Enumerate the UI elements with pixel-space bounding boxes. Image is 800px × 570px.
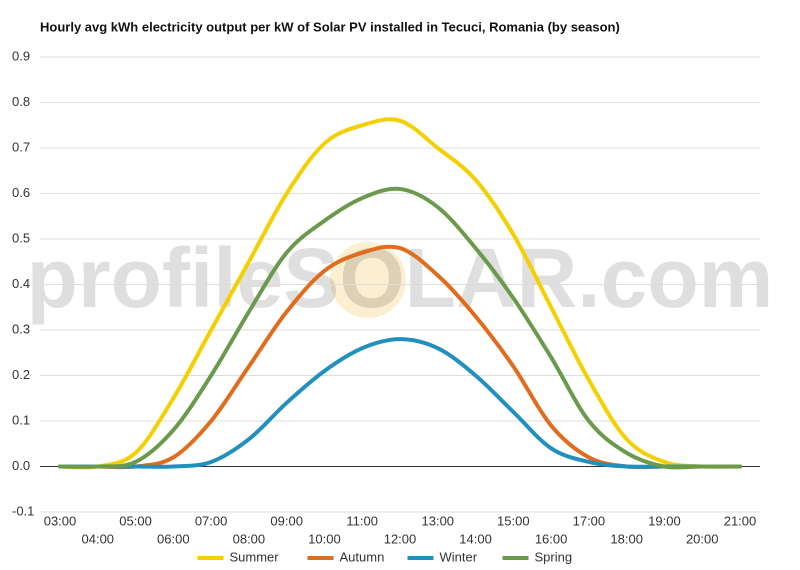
x-tick-label: 16:00 — [535, 531, 568, 546]
x-tick-label: 10:00 — [308, 531, 341, 546]
chart-title: Hourly avg kWh electricity output per kW… — [40, 19, 620, 34]
x-tick-label: 03:00 — [44, 513, 77, 528]
y-tick-label: 0.3 — [12, 321, 30, 336]
series-line — [58, 117, 742, 470]
x-tick-label: 08:00 — [233, 531, 266, 546]
x-tick-label: 14:00 — [459, 531, 492, 546]
x-tick-label: 20:00 — [686, 531, 719, 546]
y-tick-label: 0.0 — [12, 458, 30, 473]
y-tick-label: -0.1 — [12, 503, 34, 518]
legend-label: Winter — [440, 549, 478, 564]
x-tick-label: 21:00 — [724, 513, 757, 528]
y-tick-label: 0.9 — [12, 48, 30, 63]
x-tick-label: 13:00 — [422, 513, 455, 528]
series-line — [58, 186, 742, 470]
legend-label: Autumn — [340, 549, 385, 564]
x-tick-label: 18:00 — [610, 531, 643, 546]
x-tick-label: 19:00 — [648, 513, 681, 528]
y-tick-label: 0.6 — [12, 185, 30, 200]
x-tick-label: 05:00 — [119, 513, 152, 528]
x-tick-label: 11:00 — [346, 513, 378, 528]
x-tick-label: 04:00 — [82, 531, 115, 546]
x-tick-label: 15:00 — [497, 513, 530, 528]
y-tick-label: 0.7 — [12, 139, 30, 154]
watermark-sun — [330, 242, 406, 318]
y-tick-label: 0.8 — [12, 94, 30, 109]
x-tick-label: 07:00 — [195, 513, 228, 528]
series-line — [58, 337, 742, 469]
legend-label: Summer — [230, 549, 280, 564]
watermark: profileSOLAR.com — [27, 231, 774, 325]
legend-label: Spring — [535, 549, 573, 564]
y-tick-label: 0.5 — [12, 230, 30, 245]
x-tick-label: 12:00 — [384, 531, 417, 546]
y-tick-label: 0.1 — [12, 412, 30, 427]
y-tick-label: 0.2 — [12, 367, 30, 382]
x-tick-label: 06:00 — [157, 531, 190, 546]
x-tick-label: 17:00 — [573, 513, 606, 528]
y-tick-label: 0.4 — [12, 276, 30, 291]
x-tick-label: 09:00 — [270, 513, 303, 528]
